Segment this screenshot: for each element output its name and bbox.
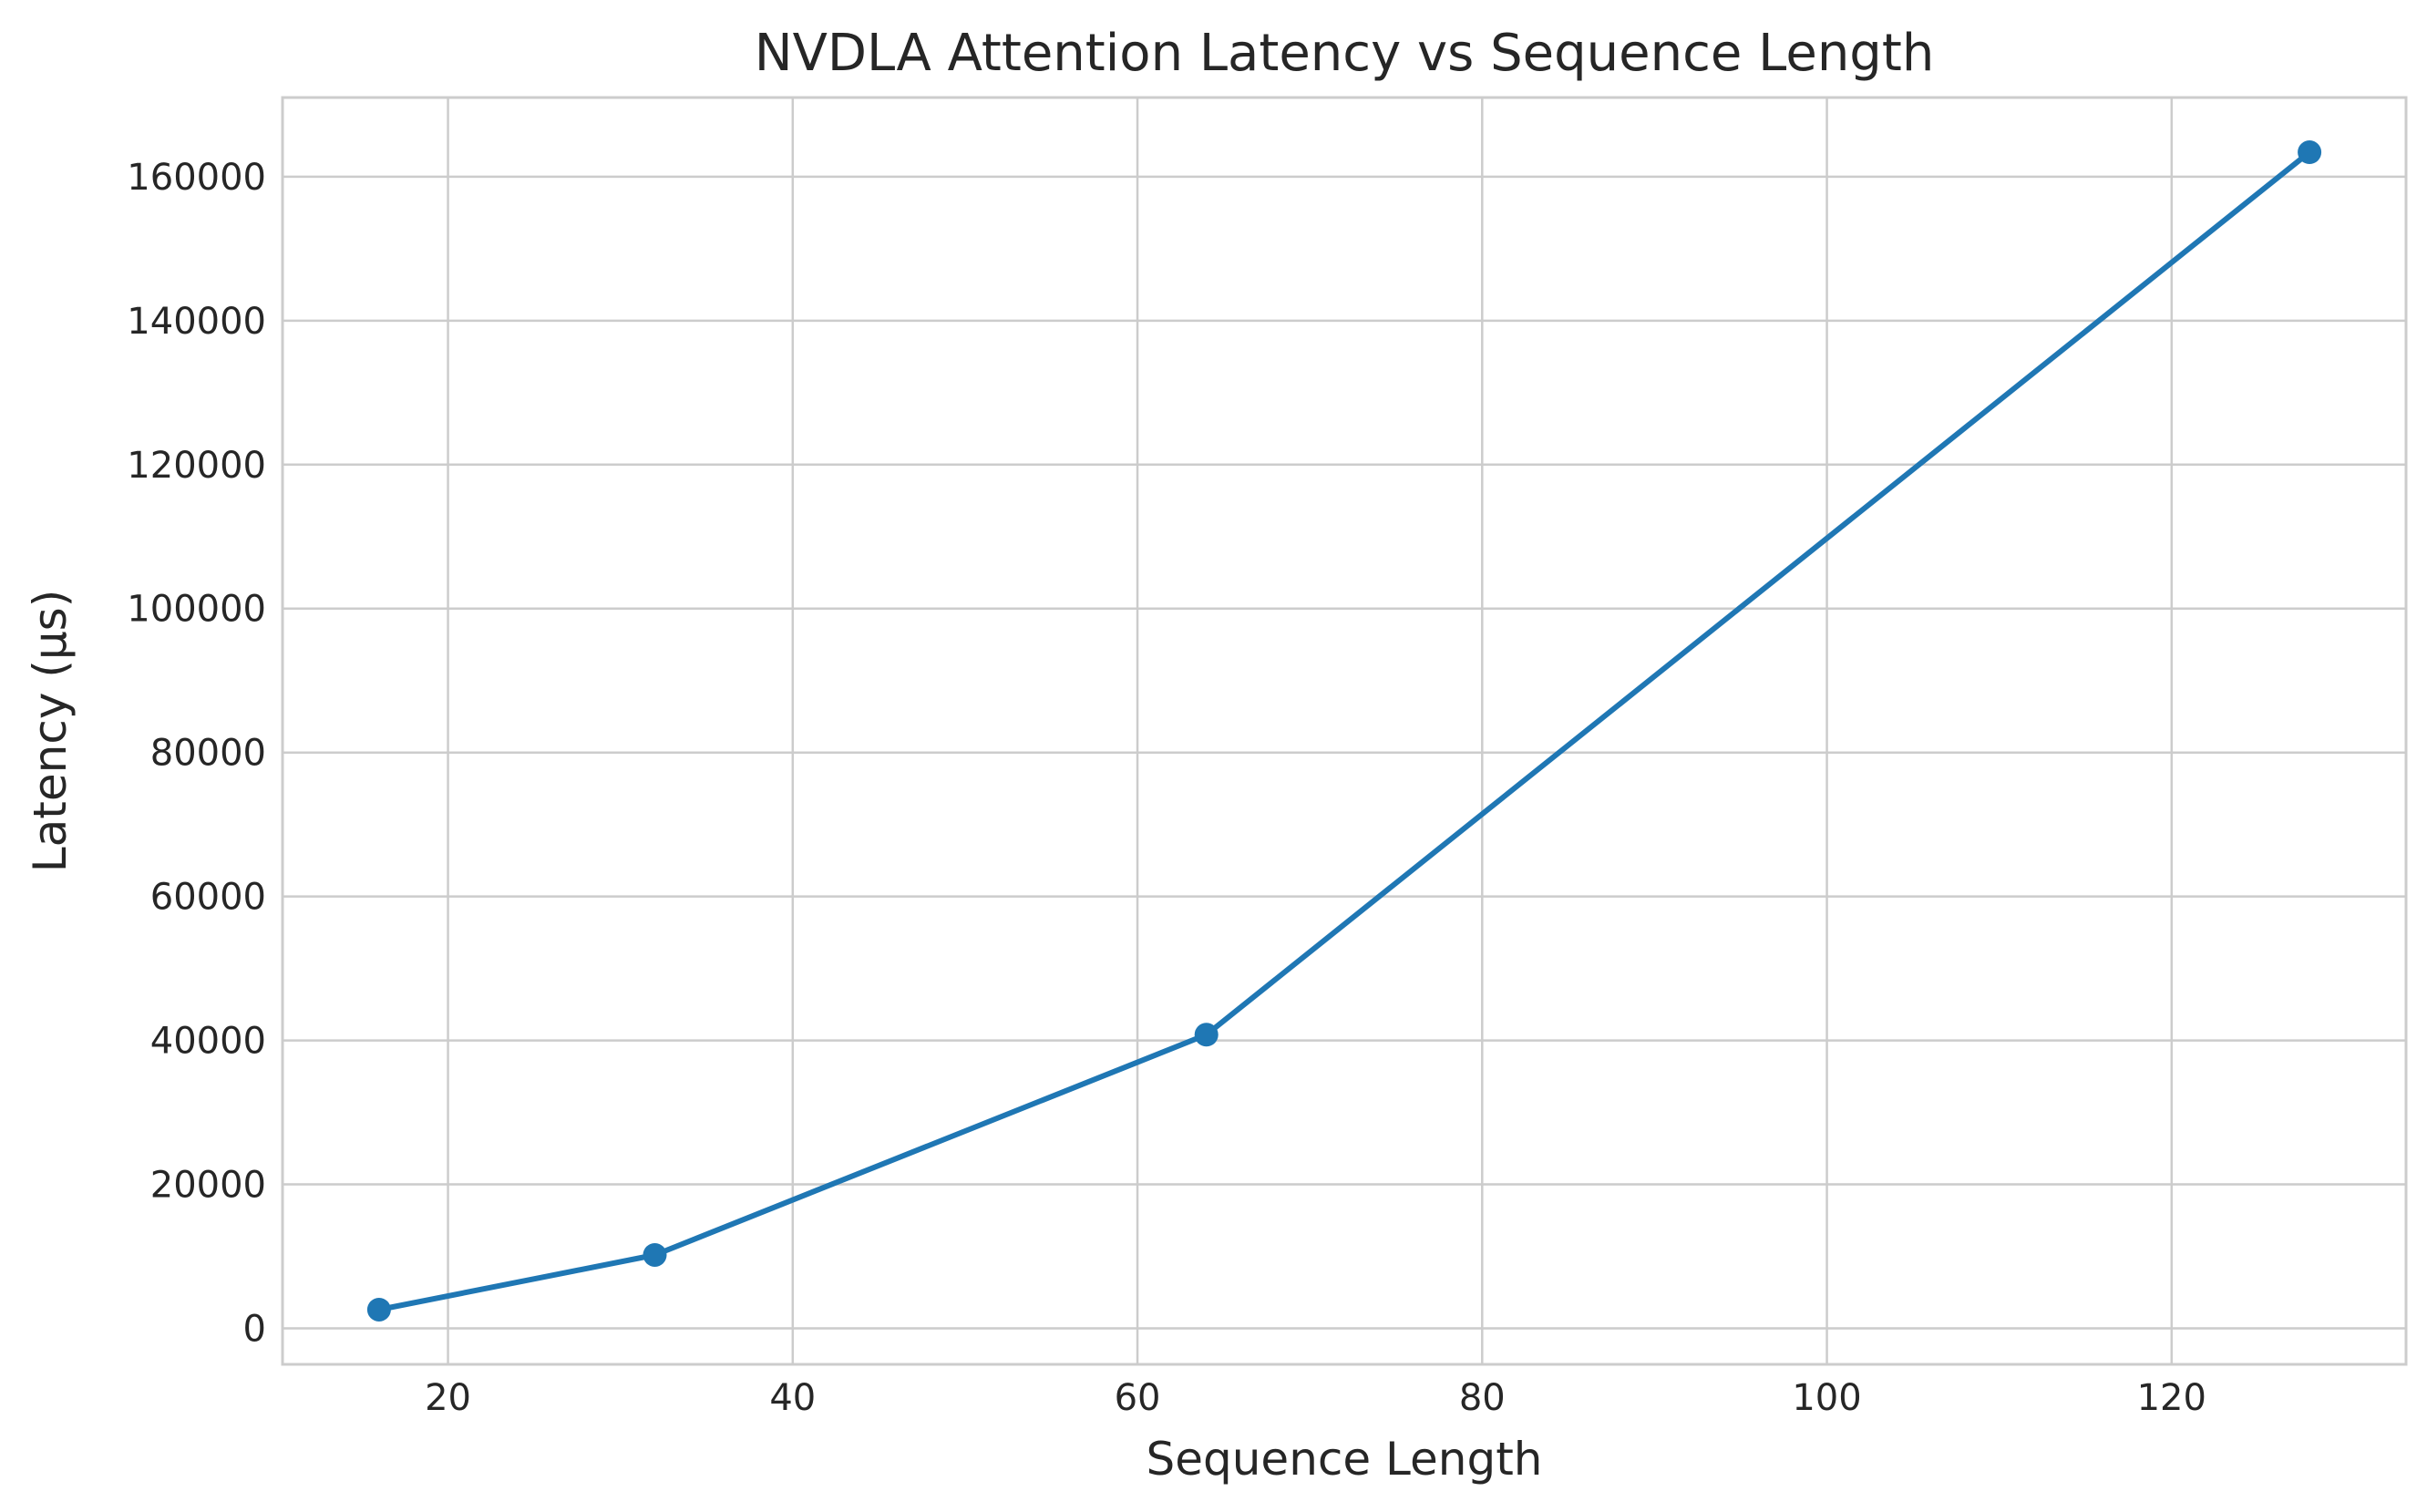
- x-tick-label: 80: [1459, 1377, 1506, 1419]
- x-axis-label: Sequence Length: [1147, 1433, 1543, 1486]
- y-tick-label: 40000: [150, 1021, 266, 1063]
- data-point-marker: [366, 1297, 391, 1322]
- y-tick-label: 140000: [127, 301, 266, 343]
- y-axis-label: Latency (µs): [24, 590, 77, 872]
- y-tick-label: 0: [243, 1309, 266, 1351]
- grid: [283, 98, 2406, 1364]
- x-tick-label: 40: [769, 1377, 816, 1419]
- x-tick-label: 20: [425, 1377, 471, 1419]
- x-tick-label: 60: [1115, 1377, 1161, 1419]
- tick-labels: 20 40 60 80 100 120 0 20000 40000 60000 80000 10000…: [127, 157, 2206, 1419]
- y-tick-label: 80000: [150, 733, 266, 775]
- x-tick-label: 120: [2137, 1377, 2206, 1419]
- data-point-marker: [2298, 140, 2322, 165]
- data-point-marker: [1194, 1023, 1219, 1047]
- y-tick-label: 160000: [127, 157, 266, 199]
- x-tick-label: 100: [1792, 1377, 1861, 1419]
- y-tick-label: 20000: [150, 1165, 266, 1207]
- series: [366, 140, 2322, 1322]
- data-point-marker: [643, 1242, 667, 1267]
- y-tick-label: 60000: [150, 877, 266, 919]
- chart-title: NVDLA Attention Latency vs Sequence Leng…: [755, 24, 1935, 83]
- y-tick-label: 120000: [127, 445, 266, 487]
- series-line: [375, 149, 2313, 1312]
- plot-area-frame: [281, 96, 2408, 1366]
- y-tick-label: 100000: [127, 589, 266, 631]
